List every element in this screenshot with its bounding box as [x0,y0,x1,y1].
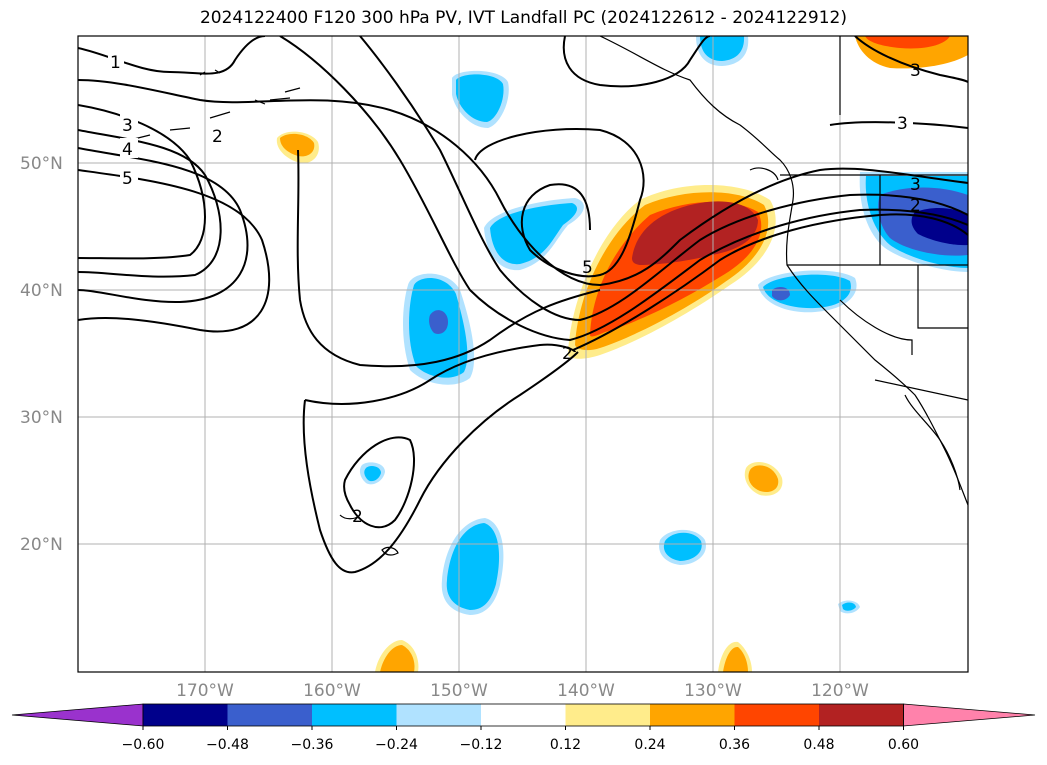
colorbar-segment [396,704,482,726]
colorbar-segment [312,704,397,726]
colorbar-extend-high [903,703,1036,727]
colorbar-tick-label: 0.12 [550,737,581,753]
contour-label: 3 [122,116,133,136]
colorbar-frame [142,703,904,727]
lon-label: 150°W [430,681,488,701]
contour-label: 2 [910,196,921,216]
colorbar-segment [227,704,313,726]
colorbar-segment [143,704,228,726]
colorbar-segment [734,704,820,726]
contour-label: 3 [897,114,908,134]
colorbar-tick-label: 0.60 [888,737,919,753]
colorbar-extend-low [11,703,144,727]
colorbar-tick-label: 0.48 [803,737,834,753]
lon-label: 130°W [684,681,742,701]
lon-label: 120°W [811,681,869,701]
colorbar-tick-label: −0.48 [206,737,249,753]
contour-label: 2 [562,344,573,364]
colorbar-tick-label: 0.24 [634,737,665,753]
lat-label: 20°N [20,535,63,555]
contour-label: 2 [352,507,363,527]
contour-label: 3 [910,175,921,195]
colorbar-tick-label: 0.36 [719,737,750,753]
contour-label: 4 [122,140,133,160]
longitude-labels: 170°W 160°W 150°W 140°W 130°W 120°W [176,681,869,701]
colorbar-tick-label: −0.24 [375,737,418,753]
lat-label: 50°N [20,154,63,174]
map-title: 2024122400 F120 300 hPa PV, IVT Landfall… [199,8,847,28]
lat-label: 40°N [20,281,63,301]
pv-anomaly-fills [276,36,968,672]
contour-label: 5 [582,258,593,278]
lon-label: 160°W [303,681,361,701]
contour-label: 2 [212,127,223,147]
contour-label: 3 [910,61,921,81]
colorbar-segment [565,704,651,726]
plot-frame [77,35,969,673]
pv-contours [78,36,968,574]
colorbar: −0.60 −0.48 −0.36 −0.24 −0.12 0.12 0.24 0.36 0.4… [11,703,1036,753]
colorbar-tick-label: −0.60 [122,737,165,753]
colorbar-segment [650,704,735,726]
coastlines [129,36,968,556]
colorbar-tick-label: −0.12 [460,737,503,753]
colorbar-segment [481,704,566,726]
latitude-labels: 50°N 40°N 30°N 20°N [20,154,63,555]
lat-label: 30°N [20,408,63,428]
lon-label: 140°W [557,681,615,701]
contour-label: 5 [122,169,133,189]
colorbar-tick-label: −0.36 [291,737,334,753]
lon-label: 170°W [176,681,234,701]
colorbar-segment [819,704,904,726]
contour-labels: 1 2 3 3 4 5 5 2 2 3 3 2 [108,52,921,527]
contour-label: 1 [110,53,121,73]
